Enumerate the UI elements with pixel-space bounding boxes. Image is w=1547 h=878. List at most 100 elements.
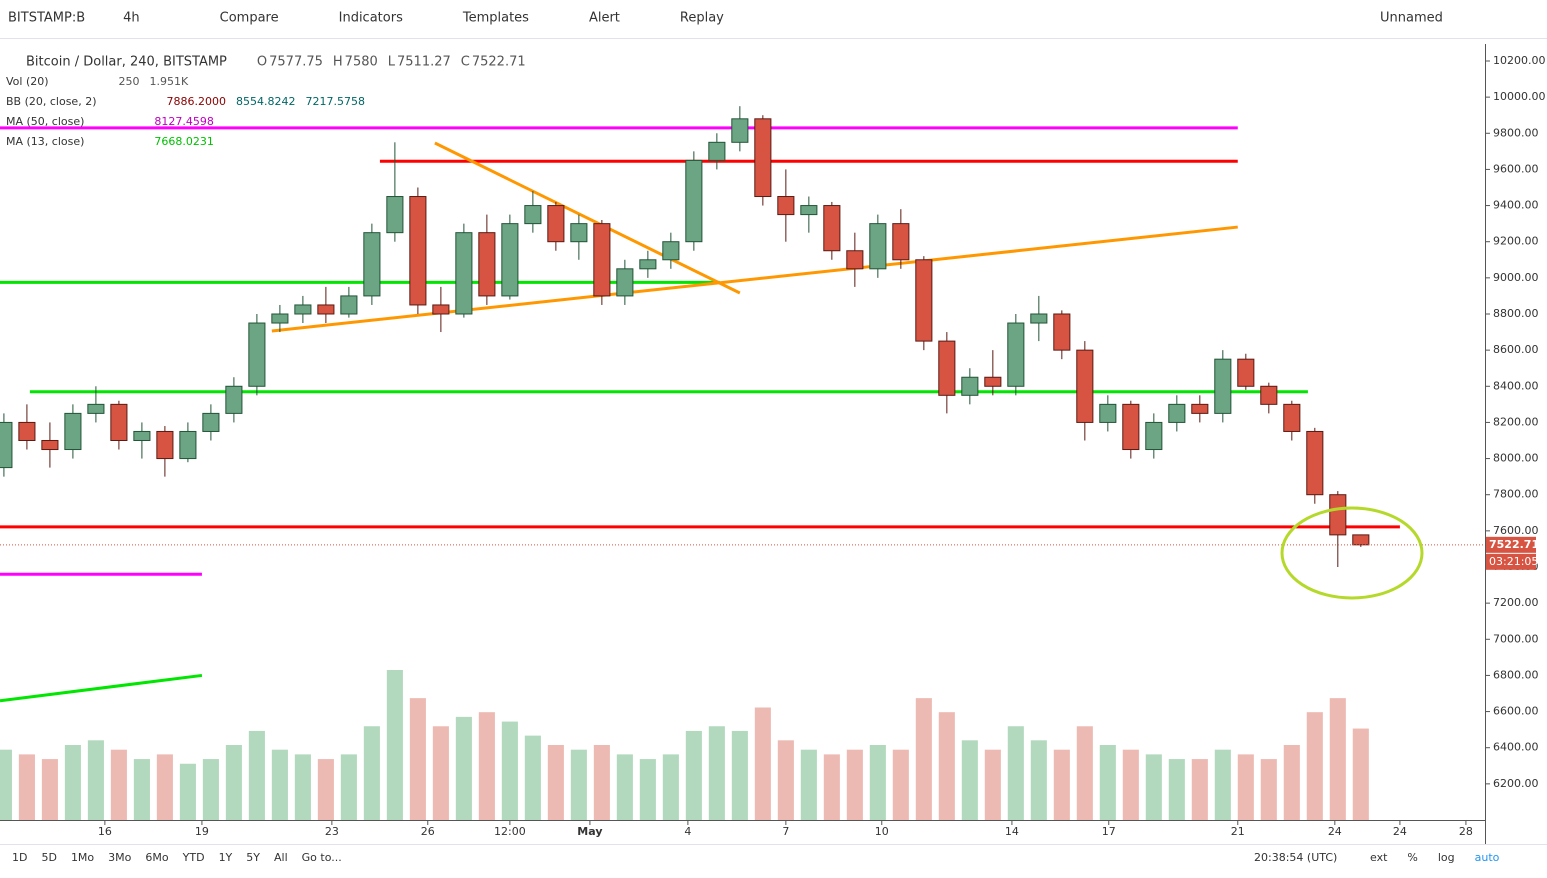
candle-body xyxy=(501,223,519,297)
candle-body xyxy=(41,439,59,451)
range-button[interactable]: 3Mo xyxy=(108,851,131,864)
candle-body xyxy=(524,205,542,225)
candle-body xyxy=(87,403,105,414)
goto-button[interactable]: Go to... xyxy=(302,851,342,864)
volume-bar xyxy=(317,759,334,820)
interval-button[interactable]: 4h xyxy=(123,11,140,26)
indicator-value: 1.951K xyxy=(150,75,189,88)
candle-body xyxy=(616,268,634,297)
range-button[interactable]: YTD xyxy=(182,851,205,864)
trend-line xyxy=(0,673,203,703)
plot-area xyxy=(0,106,1485,820)
volume-bar xyxy=(869,745,886,820)
volume-bar xyxy=(1283,745,1300,820)
candle-body xyxy=(1168,403,1186,423)
candle-body xyxy=(662,241,680,261)
toolbar-button[interactable]: Compare xyxy=(220,11,279,26)
candle-body xyxy=(823,205,841,252)
candle-body xyxy=(984,376,1002,387)
x-tick-label: 24 xyxy=(1328,825,1342,838)
y-tick-label: 7600.00 xyxy=(1493,524,1539,537)
highlight-ellipse xyxy=(1280,506,1424,600)
candle-body xyxy=(1306,430,1324,496)
range-button[interactable]: 5Y xyxy=(246,851,260,864)
ohlc-value: 7580 xyxy=(345,55,378,70)
axis-option[interactable]: % xyxy=(1407,851,1417,864)
last-price-box xyxy=(1486,536,1536,553)
range-button[interactable]: 1Mo xyxy=(71,851,94,864)
volume-bar xyxy=(1191,759,1208,820)
y-tick-label: 7200.00 xyxy=(1493,596,1539,609)
candle-body xyxy=(547,205,565,243)
indicator-name: MA (13, close) xyxy=(6,135,84,148)
y-tick-label: 8800.00 xyxy=(1493,307,1539,320)
symbol-search[interactable]: BITSTAMP:B xyxy=(8,11,85,26)
y-tick-label: 8400.00 xyxy=(1493,379,1539,392)
volume-bar xyxy=(133,759,150,820)
indicator-value: 8554.8242 xyxy=(236,95,296,108)
volume-bar xyxy=(455,716,472,820)
candle-body xyxy=(938,340,956,396)
candle-body xyxy=(869,223,887,270)
volume-bar xyxy=(915,698,932,820)
y-tick-label: 9000.00 xyxy=(1493,271,1539,284)
candle-body xyxy=(1237,358,1255,387)
candle-body xyxy=(432,304,450,315)
volume-bar xyxy=(1329,698,1346,820)
volume-bar xyxy=(616,754,633,820)
volume-bar xyxy=(961,740,978,820)
range-button[interactable]: 1Y xyxy=(219,851,233,864)
layout-name[interactable]: Unnamed xyxy=(1380,11,1443,26)
countdown-label: 03:21:05 xyxy=(1489,555,1538,568)
candle-body xyxy=(18,421,36,441)
x-tick-label: 21 xyxy=(1231,825,1245,838)
candle-body xyxy=(1099,403,1117,423)
volume-bar xyxy=(1007,726,1024,820)
candle-body xyxy=(570,223,588,243)
volume-bar xyxy=(340,754,357,820)
toolbar-button[interactable]: Alert xyxy=(589,11,620,26)
candle-body xyxy=(846,250,864,270)
axis-option[interactable]: auto xyxy=(1475,851,1500,864)
indicator-value: 7217.5758 xyxy=(306,95,366,108)
volume-bar xyxy=(1030,740,1047,820)
range-button[interactable]: 6Mo xyxy=(145,851,168,864)
volume-bar xyxy=(708,726,725,820)
volume-bar xyxy=(685,730,702,820)
axis-option[interactable]: ext xyxy=(1370,851,1388,864)
x-tick-label: 4 xyxy=(684,825,691,838)
candle-body xyxy=(1007,322,1025,387)
indicator-value: 8127.4598 xyxy=(154,115,214,128)
clock: 20:38:54 (UTC) xyxy=(1254,851,1337,864)
volume-bar xyxy=(18,754,35,820)
axis-option[interactable]: log xyxy=(1438,851,1455,864)
volume-bar xyxy=(64,745,81,820)
volume-bar xyxy=(823,754,840,820)
volume-bar xyxy=(409,698,426,820)
x-tick-label: 16 xyxy=(98,825,112,838)
toolbar-button[interactable]: Templates xyxy=(462,11,529,26)
y-tick-label: 8200.00 xyxy=(1493,415,1539,428)
range-button[interactable]: 5D xyxy=(41,851,56,864)
indicator-name: BB (20, close, 2) xyxy=(6,95,97,108)
candle-body xyxy=(294,304,312,315)
ohlc-letter: L xyxy=(388,55,396,70)
range-button[interactable]: 1D xyxy=(12,851,27,864)
range-button[interactable]: All xyxy=(274,851,288,864)
volume-bar xyxy=(1168,759,1185,820)
candle-body xyxy=(1352,534,1370,546)
candle-body xyxy=(409,196,427,306)
candle-body xyxy=(478,232,496,297)
toolbar-button[interactable]: Replay xyxy=(680,11,724,26)
y-tick-label: 7000.00 xyxy=(1493,632,1539,645)
candle-body xyxy=(455,232,473,315)
volume-bar xyxy=(87,740,104,820)
volume-bar xyxy=(225,745,242,820)
x-tick-label: 7 xyxy=(782,825,789,838)
candle-body xyxy=(593,223,611,297)
volume-bar xyxy=(547,745,564,820)
toolbar-button[interactable]: Indicators xyxy=(339,11,403,26)
volume-bar xyxy=(248,730,265,820)
volume-bar xyxy=(524,735,541,820)
volume-bar xyxy=(478,712,495,820)
